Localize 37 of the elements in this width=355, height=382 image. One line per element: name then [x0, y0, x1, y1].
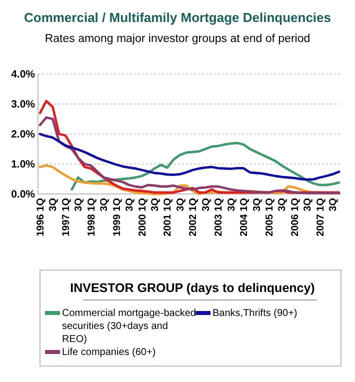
- x-tick-label: 2002 1Q: [188, 198, 200, 236]
- x-tick-label: 3Q: [277, 198, 288, 212]
- x-tick-label: 3Q: [252, 198, 263, 212]
- legend-label: Life companies (60+): [62, 347, 156, 358]
- x-tick-label: 3Q: [175, 198, 186, 212]
- x-tick-label: 1997 1Q: [60, 198, 72, 236]
- x-tick-label: 1998 1Q: [86, 198, 98, 236]
- x-tick-label: 3Q: [124, 198, 136, 212]
- x-tick-label: 2004 1Q: [239, 198, 250, 236]
- y-tick-label: 1.0%: [11, 158, 36, 171]
- legend-label: Commercial mortgage-backed securities (30+days and REO): [62, 308, 196, 345]
- x-tick-label: 2003 1Q: [214, 198, 225, 236]
- chart-subtitle: Rates among major investor groups at end of period: [44, 33, 310, 45]
- x-tick-label: 1996 1Q: [36, 198, 46, 236]
- x-tick-label: 3Q: [99, 198, 110, 212]
- x-tick-label: 3Q: [48, 198, 60, 212]
- x-tick-label: 2000 1Q: [137, 198, 148, 236]
- y-tick-label: 2.0%: [11, 128, 36, 141]
- y-tick-label: 4.0%: [11, 68, 36, 81]
- line-series: [38, 132, 340, 181]
- x-tick-label: 3Q: [74, 198, 85, 212]
- x-tick-label: 3Q: [226, 198, 238, 212]
- x-tick-label: 1999 1Q: [112, 198, 123, 236]
- x-tick-label: 3Q: [328, 198, 340, 212]
- y-tick-label: 3.0%: [11, 98, 36, 111]
- legend-label: Banks,Thrifts (90+): [212, 308, 298, 319]
- x-tick-label: 2001 1Q: [162, 198, 174, 236]
- legend-title: INVESTOR GROUP (days to delinquency): [70, 281, 315, 295]
- x-tick-label: 3Q: [150, 198, 162, 212]
- x-tick-label: 3Q: [302, 198, 314, 212]
- x-tick-label: 2006 1Q: [290, 198, 301, 236]
- x-tick-label: 2005 1Q: [264, 198, 276, 236]
- chart-title: Commercial / Multifamily Mortgage Delinquencies: [24, 10, 332, 25]
- x-tick-label: 3Q: [200, 198, 212, 212]
- line-series: [70, 142, 340, 191]
- x-tick-label: 2007 1Q: [315, 198, 326, 236]
- y-tick-label: 0.0%: [11, 188, 36, 201]
